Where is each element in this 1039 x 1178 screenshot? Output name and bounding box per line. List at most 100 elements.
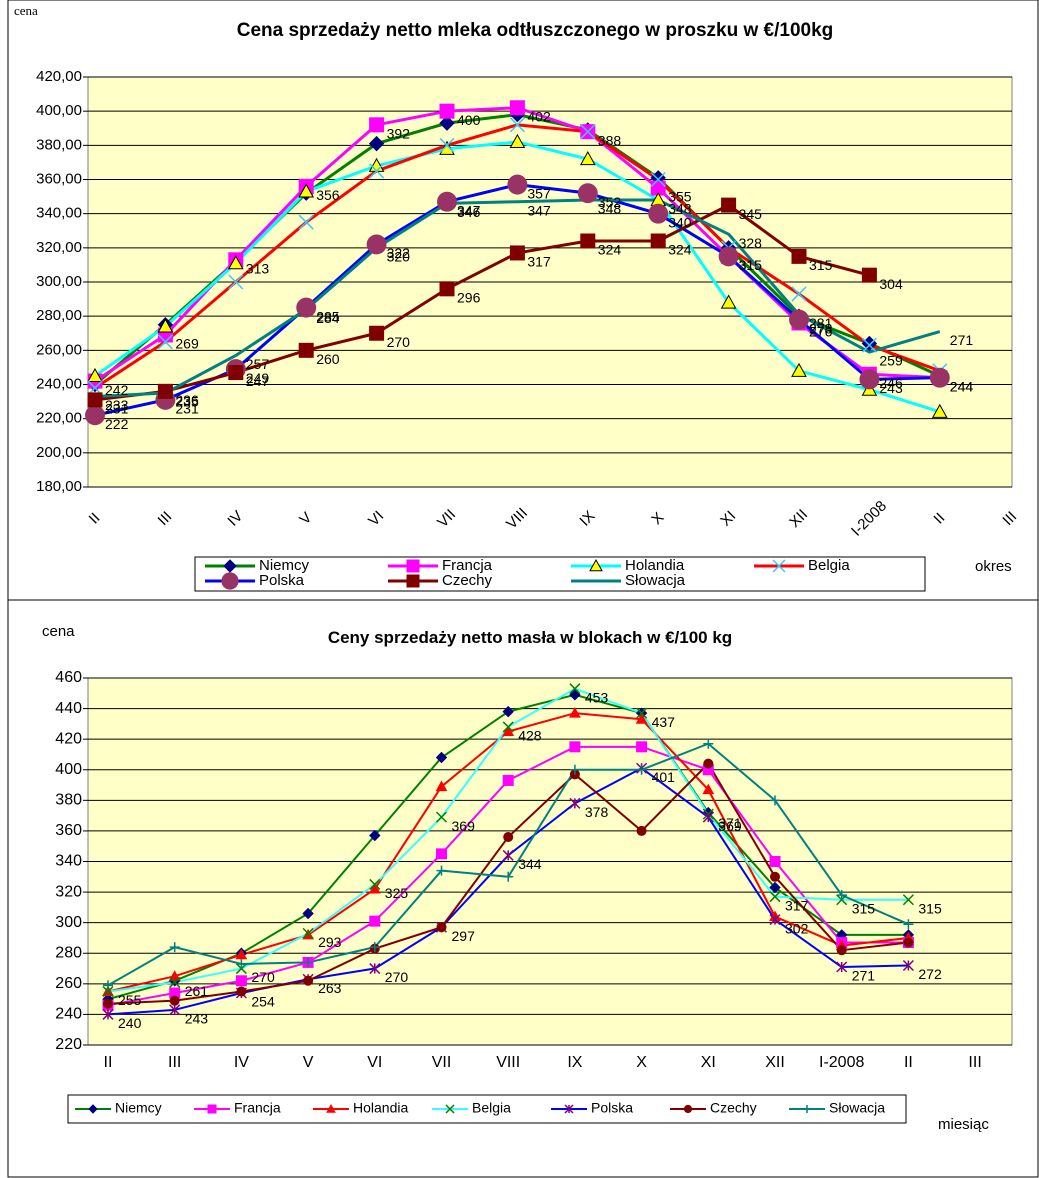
data-point [303,975,314,986]
data-point [569,741,581,753]
data-point [903,937,914,948]
data-point [791,248,807,264]
data-label: 242 [105,382,129,398]
data-label: 356 [316,187,340,203]
data-point [718,246,739,267]
data-label: 249 [246,370,270,386]
data-point [439,281,455,297]
x-tick-label: III [999,508,1020,529]
chart-title: Ceny sprzedaży netto masła w blokach w €… [327,628,733,647]
legend-label: Belgia [472,1100,511,1116]
legend-marker [564,1104,574,1114]
y-tick-label: 300 [55,914,82,931]
data-point [509,100,525,116]
data-label: 369 [718,818,742,834]
data-label: 453 [585,689,609,705]
data-label: 263 [318,980,342,996]
legend-marker [803,1105,811,1113]
x-tick-label: II [86,510,104,528]
data-label: 244 [950,378,974,394]
data-point [302,907,314,920]
y-tick-label: 280 [55,944,82,961]
y-tick-label: 240,00 [36,375,82,392]
data-point [168,970,181,981]
data-point [650,233,666,249]
data-label: 347 [457,202,481,218]
x-tick-label: VIII [496,1054,520,1071]
data-point [157,334,173,350]
legend-marker [223,559,237,573]
data-label: 340 [668,214,692,230]
data-label: 346 [457,204,481,220]
chart-frame [7,600,1039,1178]
data-label: 243 [879,380,903,396]
y-tick-label: 340 [55,853,82,870]
x-tick-label: XII [765,1054,785,1071]
data-point [368,882,381,894]
data-point [228,274,244,290]
data-point [569,683,581,695]
legend-label: Czechy [710,1100,757,1116]
y-tick-label: 340,00 [36,205,82,222]
data-point [579,150,596,166]
data-point [836,961,848,973]
x-tick-label: II [930,510,948,528]
y-tick-label: 380 [55,792,82,809]
data-point [902,894,914,906]
data-label: 315 [852,900,876,916]
data-label: 243 [185,1011,209,1027]
data-point [636,764,647,775]
data-point [791,362,807,377]
data-point [169,1004,181,1016]
data-label: 278 [809,320,833,336]
data-point [228,365,244,381]
data-label: 222 [105,416,129,432]
legend-label: Niemcy [115,1100,162,1116]
data-point [157,318,174,333]
data-label: 320 [387,249,411,265]
y-tick-label: 200,00 [36,444,82,461]
legend-marker [88,1104,98,1114]
x-tick-label: IV [234,1054,249,1071]
series-line [94,203,870,402]
x-tick-label: VIII [503,505,531,533]
data-label: 428 [518,728,542,744]
data-point [235,948,248,960]
y-tick-label: 440 [55,700,82,717]
data-label: 285 [316,308,340,324]
data-point [369,878,381,890]
data-point [435,751,448,764]
data-label: 324 [598,242,622,258]
x-axis-label: miesiąc [938,1116,989,1133]
y-tick-label: 220 [55,1036,82,1053]
data-point [435,780,448,792]
data-point [648,203,669,224]
data-point [502,705,514,718]
x-tick-label: V [303,1054,314,1071]
data-point [769,891,781,903]
x-tick-label: XI [717,508,739,530]
data-point [769,881,781,894]
data-label: 240 [118,1015,142,1031]
data-label: 231 [175,401,199,417]
y-tick-label: 260 [55,975,82,992]
data-point [770,795,780,806]
data-point [636,825,647,836]
x-tick-label: VI [367,1054,382,1071]
x-tick-label: I-2008 [848,498,890,540]
data-point [569,707,581,718]
data-label: 357 [527,185,551,201]
x-tick-label: I-2008 [819,1054,864,1071]
data-point [169,942,180,953]
data-point [577,183,598,204]
x-tick-label: X [636,1054,647,1071]
data-label: 304 [879,276,903,292]
chart-title: Cena sprzedaży netto mleka odtłuszczoneg… [236,20,834,41]
legend-marker [772,559,786,573]
data-point [502,721,514,733]
data-label: 231 [105,401,129,417]
data-label: 272 [918,966,942,982]
data-label: 400 [457,112,481,128]
y-tick-label: 300,00 [36,273,82,290]
y-tick-label: 420 [55,730,82,747]
